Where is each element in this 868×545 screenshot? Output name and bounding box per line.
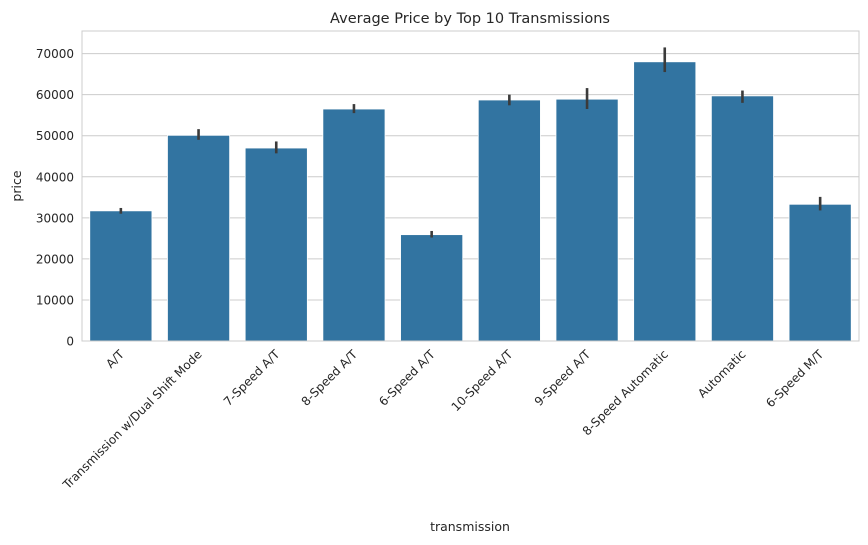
bar xyxy=(477,99,541,342)
x-axis-label: transmission xyxy=(430,519,510,534)
bar xyxy=(788,203,852,342)
bar xyxy=(710,95,774,342)
y-tick-label: 30000 xyxy=(36,211,74,225)
y-tick-label: 70000 xyxy=(36,47,74,61)
x-tick-label: 6-Speed M/T xyxy=(763,347,826,410)
y-tick-labels: 0 10000 20000 30000 40000 50000 60000 70000 xyxy=(36,47,74,348)
x-tick-label: 7-Speed A/T xyxy=(221,347,283,409)
y-axis-label: price xyxy=(9,170,24,201)
bar xyxy=(322,108,386,342)
error-bars xyxy=(119,47,822,238)
x-tick-label: Automatic xyxy=(695,347,748,400)
bars xyxy=(89,61,852,342)
x-tick-label: 8-Speed Automatic xyxy=(580,347,671,438)
x-tick-label: Transmission w/Dual Shift Mode xyxy=(59,347,204,492)
bar xyxy=(633,61,697,342)
y-tick-label: 0 xyxy=(66,335,74,349)
x-tick-label: A/T xyxy=(103,347,127,371)
bar xyxy=(89,210,153,342)
x-tick-label: 6-Speed A/T xyxy=(376,347,438,409)
x-tick-label: 9-Speed A/T xyxy=(532,347,594,409)
x-tick-label: 10-Speed A/T xyxy=(449,347,516,414)
bar xyxy=(555,98,619,342)
bar xyxy=(167,134,231,342)
y-tick-label: 20000 xyxy=(36,252,74,266)
bar xyxy=(400,234,464,342)
x-tick-label: 8-Speed A/T xyxy=(299,347,361,409)
y-tick-label: 60000 xyxy=(36,88,74,102)
chart-title: Average Price by Top 10 Transmissions xyxy=(330,11,610,27)
y-tick-label: 10000 xyxy=(36,293,74,307)
y-tick-label: 50000 xyxy=(36,129,74,143)
bar xyxy=(244,147,308,342)
plot-frame xyxy=(81,30,860,342)
y-tick-label: 40000 xyxy=(36,170,74,184)
